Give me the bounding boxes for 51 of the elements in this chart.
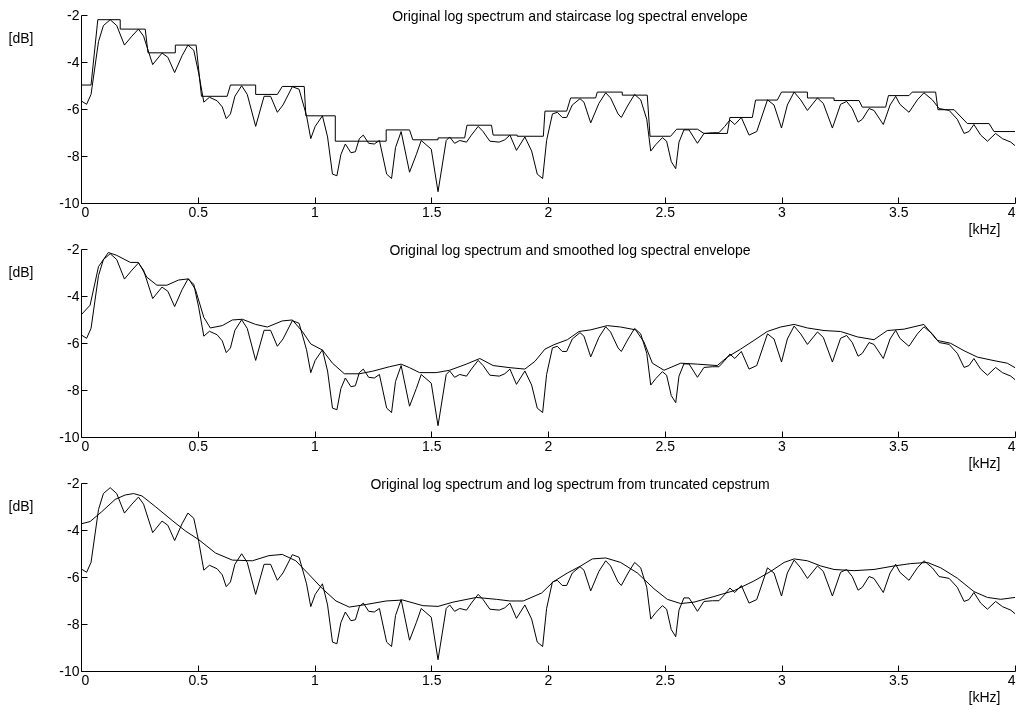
y-tick-label: -2 bbox=[67, 474, 80, 491]
x-tick-label: 3 bbox=[778, 203, 787, 220]
x-tick-label: 4 bbox=[1007, 671, 1016, 688]
x-tick-label: 0 bbox=[81, 671, 90, 688]
x-tick-label: 2.5 bbox=[655, 671, 676, 688]
x-tick-label: 2.5 bbox=[655, 203, 676, 220]
y-tick-label: -2 bbox=[67, 6, 80, 23]
x-tick-label: 3 bbox=[778, 437, 787, 454]
x-axis-title: [kHz] bbox=[968, 454, 1001, 471]
x-tick-label: 1 bbox=[311, 203, 320, 220]
x-tick-label: 3 bbox=[778, 671, 787, 688]
y-tick-label: -10 bbox=[59, 194, 80, 211]
x-tick-label: 0.5 bbox=[188, 203, 209, 220]
y-tick-label: -4 bbox=[67, 521, 80, 538]
y-tick-label: -8 bbox=[67, 615, 80, 632]
x-axis-title: [kHz] bbox=[968, 688, 1001, 705]
y-tick-label: -4 bbox=[67, 287, 80, 304]
y-tick-label: -6 bbox=[67, 334, 80, 351]
y-tick-label: -10 bbox=[59, 428, 80, 445]
y-tick-label: -6 bbox=[67, 568, 80, 585]
x-tick-label: 4 bbox=[1007, 437, 1016, 454]
y-tick-label: -8 bbox=[67, 147, 80, 164]
chart-title: Original log spectrum and smoothed log spectral envelope bbox=[389, 242, 751, 258]
y-axis-title: [dB] bbox=[8, 497, 34, 514]
y-axis-title: [dB] bbox=[8, 263, 34, 280]
x-tick-label: 4 bbox=[1007, 203, 1016, 220]
x-tick-label: 1 bbox=[311, 437, 320, 454]
x-tick-label: 1.5 bbox=[422, 671, 442, 688]
y-tick-label: -4 bbox=[67, 53, 80, 70]
y-tick-label: -6 bbox=[67, 100, 80, 117]
x-tick-label: 0.5 bbox=[188, 437, 209, 454]
x-tick-label: 2 bbox=[544, 203, 553, 220]
y-axis-title: [dB] bbox=[8, 29, 34, 46]
x-tick-label: 0 bbox=[81, 437, 90, 454]
x-tick-label: 3.5 bbox=[889, 671, 909, 688]
x-tick-label: 1.5 bbox=[422, 437, 442, 454]
x-tick-label: 2 bbox=[544, 437, 553, 454]
chart-title: Original log spectrum and staircase log spectral envelope bbox=[392, 8, 749, 24]
chart-title: Original log spectrum and log spectrum from truncated cepstrum bbox=[370, 476, 770, 492]
y-tick-label: -8 bbox=[67, 381, 80, 398]
x-tick-label: 1 bbox=[311, 671, 320, 688]
x-tick-label: 1.5 bbox=[422, 203, 442, 220]
y-tick-label: -2 bbox=[67, 240, 80, 257]
x-tick-label: 2.5 bbox=[655, 437, 676, 454]
x-tick-label: 0.5 bbox=[188, 671, 209, 688]
x-axis-title: [kHz] bbox=[968, 220, 1001, 237]
x-tick-label: 3.5 bbox=[889, 437, 909, 454]
x-tick-label: 3.5 bbox=[889, 203, 909, 220]
y-tick-label: -10 bbox=[59, 662, 80, 679]
x-tick-label: 0 bbox=[81, 203, 90, 220]
x-tick-label: 2 bbox=[544, 671, 553, 688]
